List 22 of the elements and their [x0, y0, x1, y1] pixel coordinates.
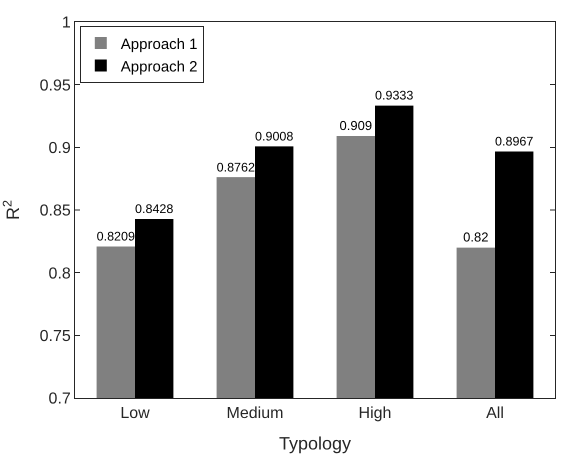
x-tick-label: Low: [120, 405, 150, 422]
data-label: 0.9008: [255, 129, 294, 144]
y-tick-label: 1: [62, 14, 71, 32]
x-axis-title: Typology: [278, 433, 352, 454]
data-label: 0.8967: [495, 134, 534, 149]
x-tick-label: All: [486, 405, 504, 422]
data-label: 0.909: [340, 118, 372, 134]
y-tick-label: 0.75: [40, 328, 71, 345]
x-tick-label: Medium: [226, 405, 284, 422]
legend-label: Approach 1: [120, 36, 198, 53]
data-label: 0.8209: [96, 230, 136, 244]
data-label: 0.8428: [135, 202, 174, 216]
data-label: 0.9333: [375, 88, 414, 103]
data-label: 0.82: [463, 230, 488, 245]
x-tick-label: High: [358, 405, 392, 422]
y-tick-label: 0.7: [48, 390, 71, 408]
y-tick-label: 0.85: [40, 202, 71, 220]
y-tick-label: 0.8: [48, 265, 71, 282]
legend-label: Approach 2: [120, 58, 198, 76]
data-label: 0.8762: [216, 160, 256, 174]
y-tick-label: 0.9: [48, 140, 71, 157]
y-tick-label: 0.95: [40, 77, 71, 94]
